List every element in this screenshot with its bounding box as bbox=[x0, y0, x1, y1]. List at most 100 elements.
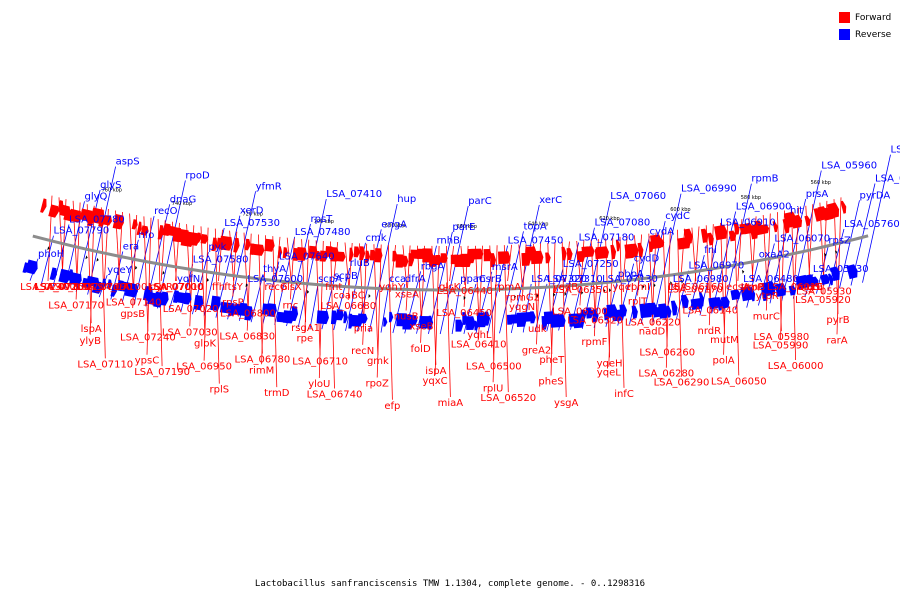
reverse-gene-label: LSA_07080 bbox=[595, 218, 651, 229]
reverse-gene-label: yqfN bbox=[177, 274, 200, 285]
reverse-gene-label: glyQ bbox=[85, 191, 108, 202]
reverse-gene bbox=[680, 294, 689, 309]
forward-gene bbox=[112, 213, 124, 230]
reverse-gene-label: LSA_05760 bbox=[844, 219, 900, 230]
forward-gene-label: ftsY bbox=[224, 282, 243, 293]
leader-line bbox=[687, 255, 705, 318]
reverse-gene-label: aspS bbox=[116, 157, 140, 168]
reverse-gene bbox=[455, 319, 464, 332]
forward-gene-label: LSA_06520 bbox=[480, 393, 536, 404]
reverse-gene-label: LSA_06990 bbox=[681, 184, 737, 195]
forward-gene-label: LSA_06300 bbox=[552, 306, 608, 317]
leader-line bbox=[41, 235, 54, 284]
reverse-gene-label: LSA_06980 bbox=[673, 274, 729, 285]
forward-gene-label: LSA_06410 bbox=[451, 340, 507, 351]
forward-gene-label: LSA_06500 bbox=[466, 362, 522, 373]
leader-line bbox=[720, 222, 725, 334]
reverse-gene-label: LSA_07130 bbox=[602, 274, 658, 285]
reverse-gene bbox=[193, 294, 204, 311]
forward-gene bbox=[707, 232, 714, 246]
forward-gene bbox=[683, 228, 693, 245]
leader-line bbox=[376, 244, 382, 378]
forward-gene-label: infC bbox=[614, 389, 634, 400]
reverse-gene bbox=[716, 297, 723, 311]
leader-line bbox=[662, 231, 668, 347]
leader-line bbox=[243, 232, 249, 308]
forward-gene-label: xseB bbox=[409, 322, 433, 333]
forward-gene-label: LSA_06160 bbox=[668, 282, 724, 293]
reverse-gene-label: yfmR bbox=[256, 181, 282, 192]
forward-gene-label: LSA_06320 bbox=[567, 316, 623, 327]
forward-gene-label: LSA_06260 bbox=[639, 348, 695, 359]
reverse-gene-label: LSA_07310 bbox=[547, 274, 603, 285]
forward-gene-label: rpmG2 bbox=[506, 293, 540, 304]
forward-gene bbox=[103, 214, 113, 226]
forward-gene-label: recN bbox=[351, 346, 374, 357]
forward-gene bbox=[581, 246, 591, 258]
forward-gene bbox=[790, 214, 803, 229]
forward-gene bbox=[615, 239, 621, 252]
reverse-gene bbox=[101, 278, 107, 289]
reverse-gene-label: phoH bbox=[38, 249, 64, 260]
forward-gene bbox=[264, 238, 275, 252]
reverse-gene bbox=[740, 286, 753, 302]
forward-gene bbox=[353, 246, 360, 258]
leader-line bbox=[446, 245, 451, 398]
leader-line bbox=[286, 223, 311, 327]
forward-gene-label: rpmI bbox=[627, 282, 650, 293]
reverse-gene bbox=[666, 305, 672, 318]
forward-gene-label: rplS bbox=[210, 385, 230, 396]
reverse-gene-label: rluB bbox=[350, 258, 370, 269]
reverse-gene bbox=[290, 306, 299, 322]
reverse-gene bbox=[267, 303, 277, 317]
leader-line bbox=[777, 212, 782, 332]
reverse-gene-label: LSA_07250 bbox=[563, 259, 619, 270]
leader-line bbox=[570, 227, 595, 330]
leader-line bbox=[576, 240, 582, 285]
leader-line bbox=[676, 270, 689, 319]
leader-line bbox=[180, 264, 194, 313]
forward-gene bbox=[840, 200, 847, 214]
forward-gene-label: rnc bbox=[283, 300, 299, 311]
reverse-gene bbox=[774, 282, 787, 297]
reverse-gene bbox=[91, 280, 103, 294]
forward-gene bbox=[334, 251, 346, 262]
forward-gene-label: LSA_06140 bbox=[682, 305, 738, 316]
leader-line bbox=[157, 180, 186, 309]
leader-line bbox=[836, 197, 842, 335]
forward-gene-label: LSA_06050 bbox=[711, 376, 767, 387]
forward-gene-label: ysgA bbox=[554, 398, 578, 409]
forward-gene-label: ytpP bbox=[741, 282, 763, 293]
reverse-gene-label: parC bbox=[468, 196, 492, 207]
forward-gene bbox=[219, 235, 233, 251]
leader-line bbox=[839, 200, 860, 289]
legend-item-reverse: Reverse bbox=[839, 26, 891, 43]
reverse-gene-label: LSA_07180 bbox=[579, 233, 635, 244]
reverse-gene bbox=[557, 314, 566, 328]
forward-gene-label: thrS bbox=[670, 282, 691, 293]
forward-gene-label: gpsB bbox=[120, 309, 145, 320]
reverse-gene-label: LSA_06900 bbox=[736, 202, 792, 213]
gene-marker bbox=[245, 283, 248, 288]
forward-gene bbox=[251, 243, 265, 256]
forward-gene-label: pheS bbox=[538, 377, 563, 388]
forward-gene-label: folD bbox=[411, 344, 431, 355]
forward-gene-label: LSA_06170 bbox=[667, 285, 723, 296]
reverse-gene bbox=[828, 273, 834, 286]
gene-marker bbox=[162, 270, 165, 275]
leader-line bbox=[275, 236, 281, 282]
reverse-gene-label: prsA bbox=[806, 189, 829, 200]
forward-gene bbox=[308, 245, 318, 259]
forward-gene bbox=[631, 243, 639, 258]
gene-marker bbox=[608, 288, 612, 293]
forward-gene-label: LSA_06710 bbox=[292, 356, 348, 367]
reverse-gene bbox=[581, 309, 587, 319]
leader-line bbox=[581, 200, 611, 329]
forward-gene-label: LSA_06800 bbox=[220, 309, 276, 320]
forward-gene-label: nrdR bbox=[698, 326, 722, 337]
gene-marker bbox=[553, 292, 556, 297]
forward-gene bbox=[136, 221, 142, 236]
reverse-gene-label: rpoD bbox=[185, 170, 210, 181]
gene-marker bbox=[824, 252, 827, 257]
